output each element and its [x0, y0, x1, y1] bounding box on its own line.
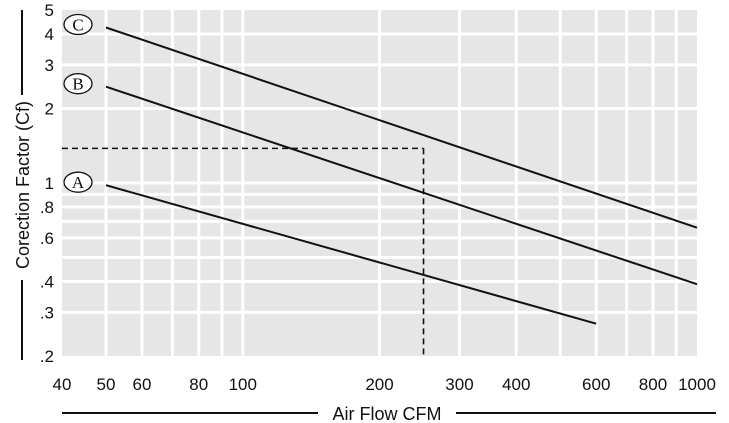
series-label-circle-a — [63, 171, 93, 193]
x-tick-label: 80 — [189, 375, 208, 394]
y-tick-label: .4 — [40, 272, 54, 291]
x-tick-label: 50 — [97, 375, 116, 394]
y-tick-label: .3 — [40, 303, 54, 322]
x-tick-label: 1000 — [678, 375, 716, 394]
y-axis-title: Corection Factor (Cf) — [13, 101, 33, 269]
series-line-b — [105, 85, 698, 286]
x-tick-label: 60 — [133, 375, 152, 394]
y-tick-label: 5 — [45, 1, 54, 20]
y-tick-label: .2 — [40, 347, 54, 366]
series-line-c — [105, 26, 698, 229]
x-tick-label: 100 — [229, 375, 257, 394]
series-label-circle-b — [63, 73, 93, 95]
series-label-circle-c — [63, 13, 93, 36]
series-label-c: C — [72, 15, 83, 34]
y-tick-label: .6 — [40, 229, 54, 248]
x-axis-title: Air Flow CFM — [333, 404, 442, 423]
y-tick-label: 1 — [45, 174, 54, 193]
x-tick-label: 600 — [582, 375, 610, 394]
x-tick-label: 200 — [365, 375, 393, 394]
x-tick-label: 40 — [53, 375, 72, 394]
y-tick-label: .8 — [40, 198, 54, 217]
y-tick-label: 2 — [45, 99, 54, 118]
x-tick-label: 400 — [502, 375, 530, 394]
y-tick-label: 4 — [45, 25, 54, 44]
x-tick-label: 800 — [639, 375, 667, 394]
series-label-a: A — [72, 173, 85, 192]
series-line-a — [105, 184, 597, 325]
y-tick-label: 3 — [45, 56, 54, 75]
series-label-b: B — [72, 75, 83, 94]
x-tick-label: 300 — [445, 375, 473, 394]
